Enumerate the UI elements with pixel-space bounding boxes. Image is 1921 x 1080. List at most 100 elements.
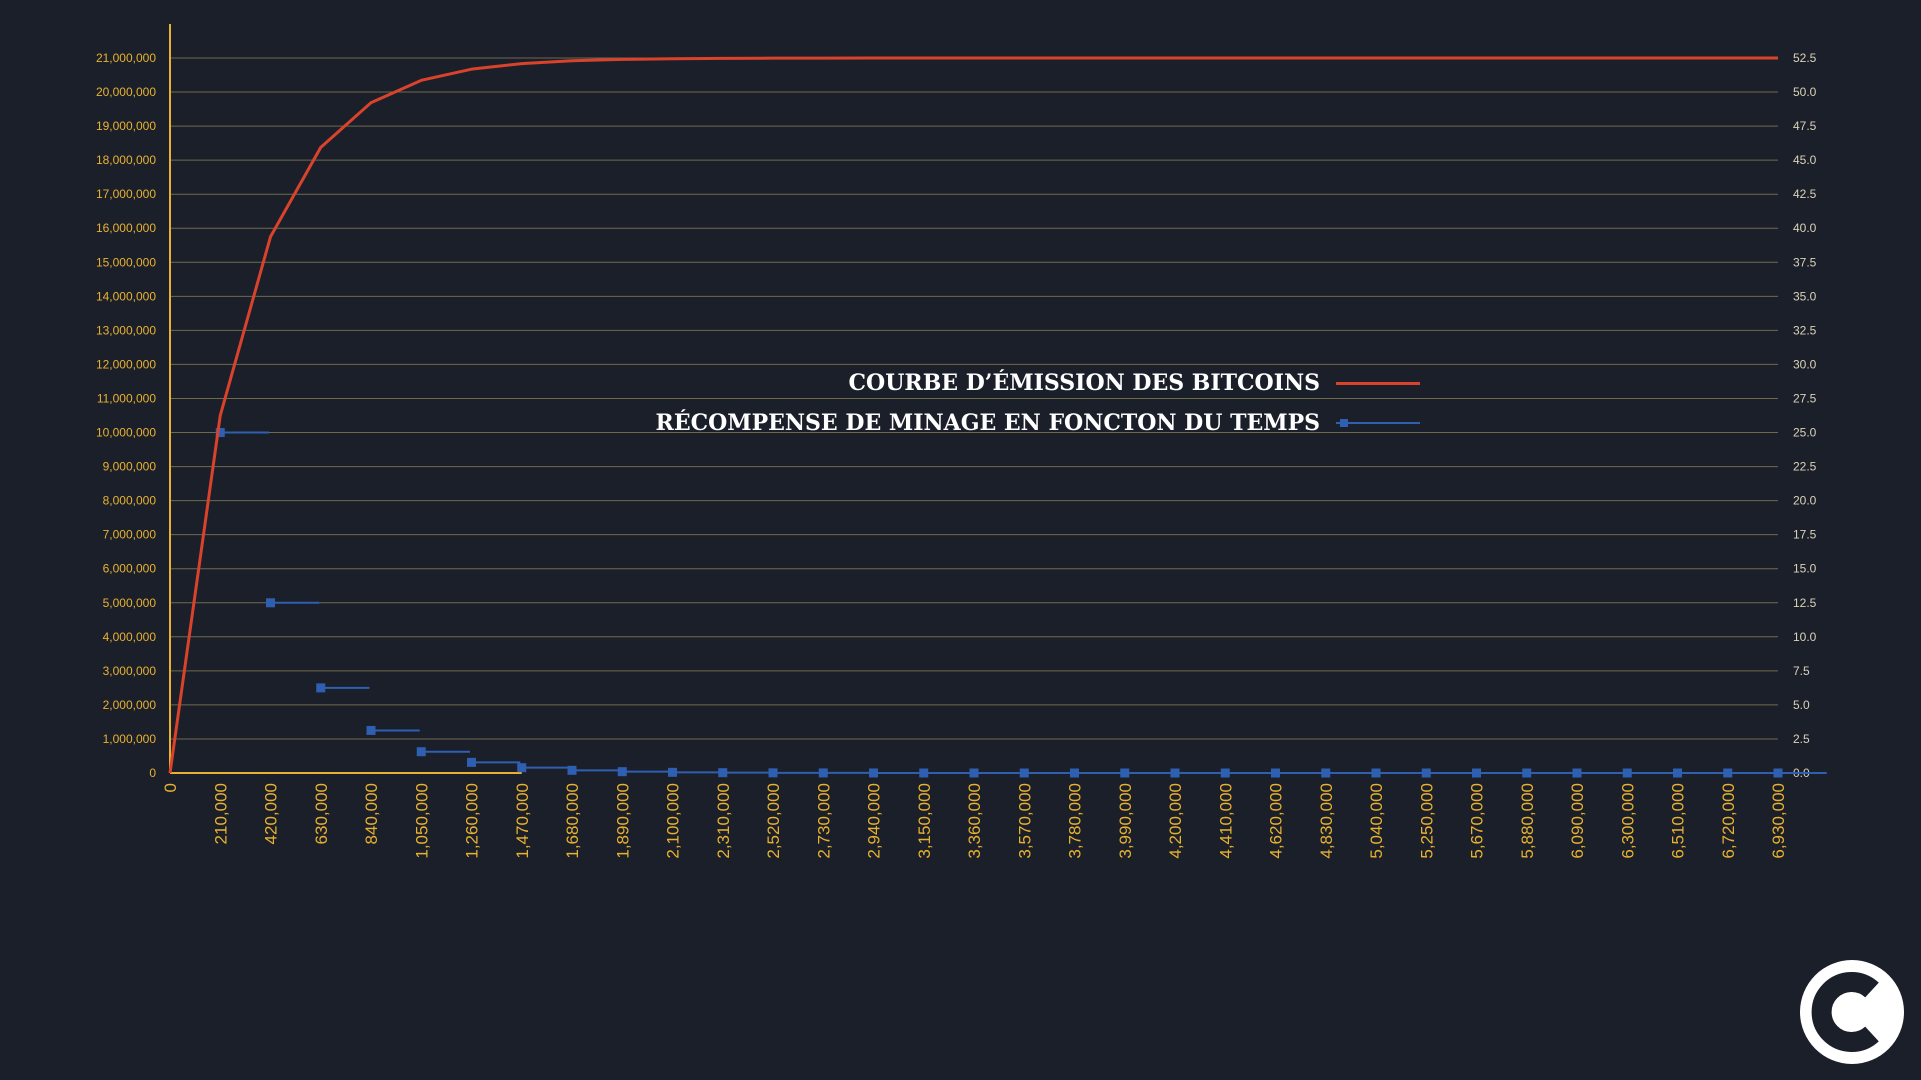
y-tick-label: 12,000,000 (96, 357, 156, 371)
chart-legend: COURBE D’ÉMISSION DES BITCOINS RÉCOMPENS… (620, 370, 1420, 436)
reward-point (1723, 768, 1733, 778)
x-tick-label: 6,720,000 (1719, 783, 1738, 859)
y-tick-label: 17,000,000 (96, 187, 156, 201)
y-tick-label: 4,000,000 (103, 630, 157, 644)
reward-point (818, 768, 828, 778)
reward-point (718, 768, 728, 778)
y-tick-label: 11,000,000 (97, 391, 156, 405)
y-tick-label: 5,000,000 (103, 596, 157, 610)
x-tick-label: 5,040,000 (1367, 783, 1386, 859)
x-tick-label: 420,000 (262, 783, 281, 844)
reward-point (366, 725, 376, 735)
y2-tick-label: 42.5 (1793, 187, 1817, 201)
x-tick-labels: 0 210,000 420,000 630,000 840,000 1,050,000 1,… (161, 783, 1788, 859)
x-tick-label: 1,680,000 (563, 783, 582, 859)
x-tick-label: 5,880,000 (1518, 783, 1537, 859)
y-tick-label: 0 (149, 766, 156, 780)
x-tick-label: 6,930,000 (1769, 783, 1788, 859)
y2-tick-label: 20.0 (1793, 494, 1817, 508)
legend-label-emission: COURBE D’ÉMISSION DES BITCOINS (848, 370, 1320, 396)
axes (169, 24, 522, 774)
y-tick-label: 15,000,000 (96, 255, 156, 269)
reward-point (266, 598, 275, 608)
y2-tick-label: 10.0 (1793, 630, 1817, 644)
legend-label-reward: RÉCOMPENSE DE MINAGE EN FONCTON DU TEMPS (655, 410, 1320, 436)
legend-item-reward: RÉCOMPENSE DE MINAGE EN FONCTON DU TEMPS (656, 410, 1420, 436)
y2-tick-label: 35.0 (1793, 289, 1817, 303)
reward-point (517, 763, 527, 773)
reward-point (1472, 768, 1481, 778)
y2-tick-label: 52.5 (1793, 51, 1817, 65)
y-tick-label: 16,000,000 (96, 221, 156, 235)
y2-tick-label: 22.5 (1793, 460, 1817, 474)
x-tick-label: 0 (161, 783, 180, 792)
reward-point (919, 768, 929, 778)
x-tick-label: 630,000 (312, 783, 331, 844)
y2-tick-label: 30.0 (1793, 357, 1817, 371)
y-tick-label: 14,000,000 (96, 289, 156, 303)
logo-c-icon (1811, 972, 1879, 1052)
reward-point (969, 768, 979, 778)
x-tick-label: 840,000 (362, 783, 381, 844)
x-tick-label: 210,000 (211, 783, 230, 844)
y-tick-label: 21,000,000 (96, 51, 156, 65)
y2-tick-label: 40.0 (1793, 221, 1817, 235)
y-tick-label: 6,000,000 (103, 562, 157, 576)
x-tick-label: 5,250,000 (1417, 783, 1436, 859)
x-tick-label: 3,780,000 (1066, 783, 1085, 859)
y2-tick-label: 32.5 (1793, 323, 1817, 337)
x-tick-label: 6,090,000 (1568, 783, 1587, 859)
x-tick-label: 2,940,000 (865, 783, 884, 859)
emission-series (168, 56, 1778, 774)
x-tick-label: 1,050,000 (412, 783, 431, 859)
y-tick-label: 9,000,000 (103, 460, 157, 474)
reward-point (768, 768, 778, 778)
x-tick-label: 3,360,000 (965, 783, 984, 859)
x-tick-label: 5,670,000 (1468, 783, 1487, 859)
reward-point (869, 768, 878, 778)
y2-tick-label: 12.5 (1793, 596, 1817, 610)
coinacademy-logo-icon (1800, 960, 1904, 1064)
y-tick-label: 2,000,000 (103, 698, 157, 712)
reward-point (567, 765, 577, 775)
y2-tick-label: 7.5 (1793, 664, 1810, 678)
legend-swatch-reward (1336, 419, 1420, 427)
reward-point (416, 747, 426, 757)
y-tick-label: 3,000,000 (103, 664, 157, 678)
legend-swatch-emission (1336, 381, 1420, 385)
reward-point (1421, 768, 1431, 778)
reward-point (1271, 768, 1280, 778)
y-tick-label: 20,000,000 (96, 85, 156, 99)
y-tick-label: 19,000,000 (96, 119, 156, 133)
y-tick-label: 8,000,000 (103, 494, 157, 508)
reward-point (1120, 768, 1130, 778)
y2-tick-label: 37.5 (1793, 255, 1817, 269)
reward-point (1321, 768, 1331, 778)
y-tick-label: 18,000,000 (96, 153, 156, 167)
reward-point (1019, 768, 1029, 778)
y2-tick-label: 5.0 (1793, 698, 1810, 712)
x-tick-label: 2,310,000 (714, 783, 733, 859)
y2-tick-label: 15.0 (1793, 562, 1817, 576)
reward-point (1773, 768, 1783, 778)
x-tick-label: 3,150,000 (915, 783, 934, 859)
y2-tick-label: 45.0 (1793, 153, 1817, 167)
reward-point (1522, 768, 1532, 778)
y2-tick-label: 50.0 (1793, 85, 1817, 99)
reward-point (316, 683, 326, 693)
x-tick-label: 1,260,000 (463, 783, 482, 859)
reward-point (215, 428, 225, 438)
y-tick-label: 13,000,000 (96, 323, 156, 337)
y2-tick-label: 47.5 (1793, 119, 1817, 133)
x-tick-label: 6,300,000 (1618, 783, 1637, 859)
reward-point (1622, 768, 1632, 778)
reward-point (467, 757, 476, 767)
y-tick-label: 7,000,000 (103, 528, 157, 542)
x-tick-label: 3,570,000 (1015, 783, 1034, 859)
x-tick-label: 1,470,000 (513, 783, 532, 859)
reward-point (668, 767, 677, 777)
x-tick-label: 4,200,000 (1166, 783, 1185, 859)
legend-item-emission: COURBE D’ÉMISSION DES BITCOINS (849, 370, 1420, 396)
